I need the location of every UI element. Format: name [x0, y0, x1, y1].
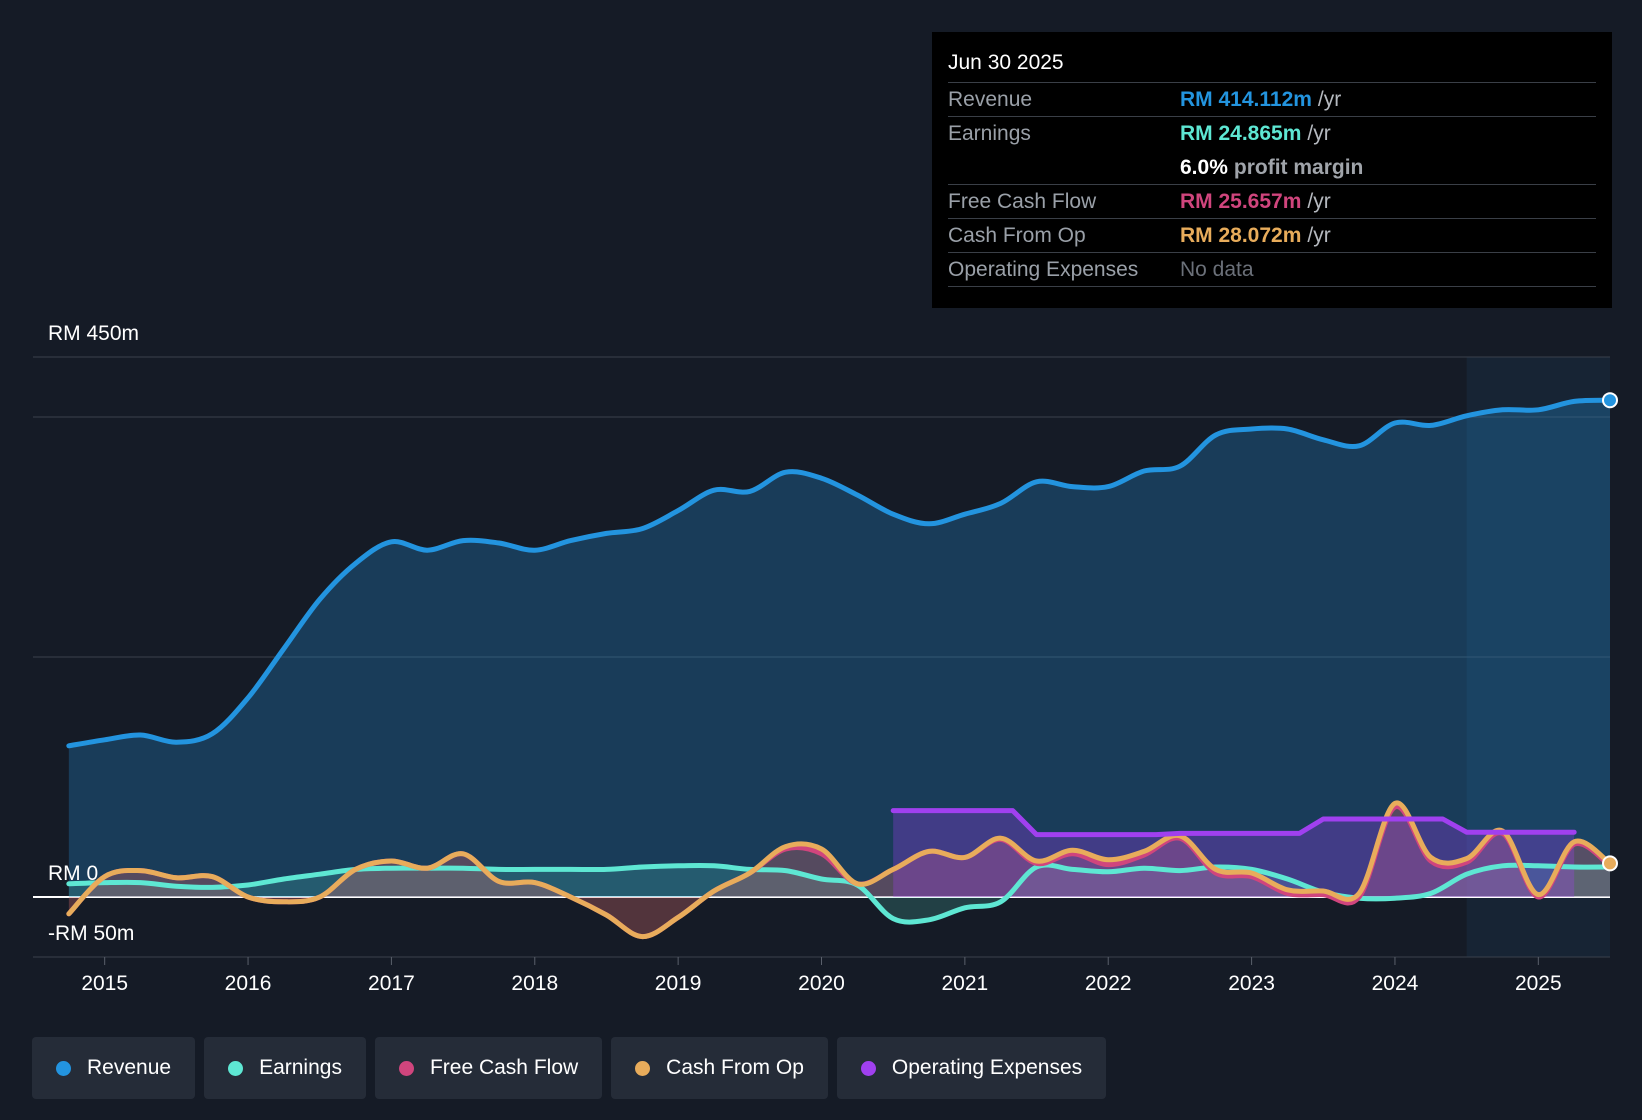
- revenue-end-marker: [1602, 392, 1618, 409]
- tooltip-value: RM 24.865m: [1180, 122, 1302, 145]
- y-label-top: RM 450m: [48, 322, 139, 345]
- tooltip-unit: /yr: [1307, 190, 1331, 213]
- x-tick-label: 2017: [368, 972, 415, 995]
- tooltip-row-operating-expenses: Operating Expenses No data: [948, 253, 1596, 287]
- operating-expenses-area: [893, 810, 1575, 897]
- tooltip-label: Free Cash Flow: [948, 190, 1097, 213]
- earnings-area: [68, 864, 1610, 923]
- series-lines: [66, 397, 1613, 940]
- tooltip-label: Operating Expenses: [948, 258, 1139, 281]
- legend-revenue[interactable]: Revenue: [32, 1037, 196, 1099]
- tooltip-label: [948, 151, 1180, 184]
- tooltip-value: 6.0%: [1180, 156, 1228, 179]
- end-markers: [1602, 392, 1618, 872]
- tooltip-row-earnings: Earnings RM 24.865m /yr: [948, 117, 1596, 151]
- x-tick-label: 2023: [1228, 972, 1275, 995]
- tooltip-date: Jun 30 2025: [948, 48, 1596, 83]
- tooltip-label: Cash From Op: [948, 224, 1086, 247]
- tooltip-row-revenue: Revenue RM 414.112m /yr: [948, 83, 1596, 117]
- legend: Revenue Earnings Free Cash Flow Cash Fro…: [32, 1037, 1115, 1099]
- tooltip-label: Revenue: [948, 88, 1033, 111]
- series-areas: [68, 400, 1610, 937]
- free-cash-flow-dot-icon: [398, 1060, 414, 1076]
- tooltip-unit: /yr: [1307, 224, 1331, 247]
- legend-operating-expenses[interactable]: Operating Expenses: [836, 1037, 1107, 1099]
- tooltip-value: RM 25.657m: [1180, 190, 1302, 213]
- y-label-bottom: -RM 50m: [48, 922, 134, 945]
- tooltip-row-cash-from-op: Cash From Op RM 28.072m /yr: [948, 219, 1596, 253]
- legend-label: Operating Expenses: [891, 1056, 1083, 1079]
- x-tick-label: 2020: [798, 972, 845, 995]
- y-label-zero: RM 0: [48, 862, 98, 885]
- tooltip-unit: /yr: [1307, 122, 1331, 145]
- tooltip-panel: Jun 30 2025 Revenue RM 414.112m /yr Earn…: [932, 32, 1612, 308]
- revenue-dot-icon: [56, 1060, 71, 1076]
- earnings-dot-icon: [228, 1060, 244, 1076]
- tooltip-unit: profit margin: [1233, 156, 1364, 179]
- x-tick-label: 2015: [81, 972, 128, 995]
- x-tick-label: 2019: [655, 972, 702, 995]
- operating-expenses-dot-icon: [860, 1060, 876, 1076]
- legend-label: Earnings: [259, 1056, 342, 1079]
- tooltip-row-free-cash-flow: Free Cash Flow RM 25.657m /yr: [948, 185, 1596, 219]
- operating-expenses-line: [890, 808, 1577, 838]
- x-axis-ticks: 2015 2016 2017 2018 2019 2020 2021 2022 2023 2024…: [81, 957, 1562, 995]
- x-tick-label: 2021: [942, 972, 989, 995]
- cash-from-op-end-marker: [1602, 855, 1618, 872]
- cash-from-op-line: [66, 800, 1613, 940]
- revenue-line: [66, 397, 1613, 749]
- legend-label: Revenue: [87, 1056, 172, 1079]
- x-tick-label: 2018: [511, 972, 558, 995]
- tooltip-label: Earnings: [948, 122, 1031, 145]
- tooltip-value: RM 28.072m: [1180, 224, 1302, 247]
- legend-label: Cash From Op: [666, 1056, 804, 1079]
- x-tick-label: 2024: [1372, 972, 1419, 995]
- legend-label: Free Cash Flow: [429, 1056, 579, 1079]
- tooltip-value: No data: [1180, 258, 1254, 281]
- cash-from-op-dot-icon: [635, 1060, 651, 1076]
- x-tick-label: 2016: [225, 972, 272, 995]
- legend-cash-from-op[interactable]: Cash From Op: [611, 1037, 828, 1099]
- tooltip-row-profit-margin: 6.0% profit margin: [948, 151, 1596, 185]
- tooltip-unit: /yr: [1317, 88, 1342, 111]
- legend-free-cash-flow[interactable]: Free Cash Flow: [374, 1037, 603, 1099]
- x-tick-label: 2022: [1085, 972, 1132, 995]
- legend-earnings[interactable]: Earnings: [204, 1037, 366, 1099]
- tooltip-value: RM 414.112m: [1180, 88, 1312, 111]
- x-tick-label: 2025: [1515, 972, 1562, 995]
- revenue-area: [68, 400, 1610, 897]
